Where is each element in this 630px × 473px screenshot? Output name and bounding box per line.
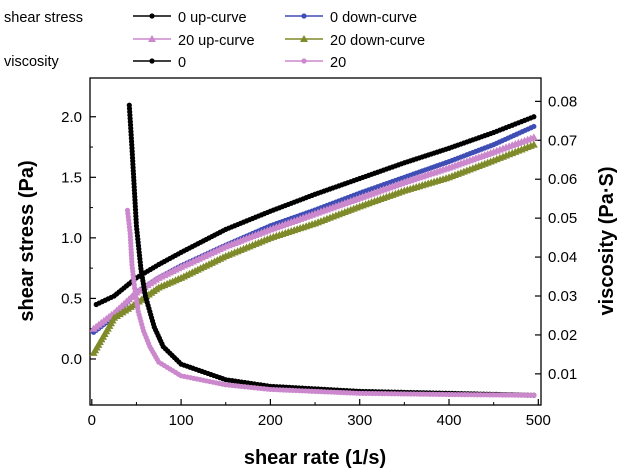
x-axis-title: shear rate (1/s) <box>244 447 386 469</box>
legend-label: 0 <box>178 55 186 71</box>
legend-entry: 20 down-curve <box>285 33 425 49</box>
legend-entry: 0 <box>133 55 186 71</box>
y-right-tick-label: 0.01 <box>548 366 577 383</box>
series-0-down-curve-stress <box>90 123 537 335</box>
y-left-tick-label: 2.0 <box>61 109 82 126</box>
x-tick-label: 400 <box>436 412 461 429</box>
legend-label: 20 <box>330 55 346 71</box>
legend-entry: 0 down-curve <box>285 10 417 26</box>
y-left-tick-label: 0.0 <box>61 351 82 368</box>
x-tick-label: 0 <box>88 412 96 429</box>
legend-group-viscosity: viscosity <box>4 54 60 70</box>
series-layer <box>89 102 538 398</box>
data-point <box>529 133 538 141</box>
series-20-down-curve-stress <box>89 140 538 356</box>
data-point <box>531 392 537 398</box>
y-right-tick-label: 0.08 <box>548 93 577 110</box>
data-point <box>531 114 537 120</box>
y-axis-left-ticks: 0.0 0.5 1.0 1.5 2.0 <box>61 109 96 368</box>
legend-label: 20 up-curve <box>178 33 255 49</box>
data-point <box>531 123 537 130</box>
data-point <box>529 140 538 148</box>
legend-marker <box>301 58 307 64</box>
y-left-tick-label: 1.0 <box>61 230 82 247</box>
legend-marker <box>148 35 156 42</box>
y-left-tick-label: 0.5 <box>61 290 82 307</box>
y-right-tick-label: 0.06 <box>548 171 577 188</box>
legend-marker <box>301 13 307 19</box>
legend-label: 20 down-curve <box>330 33 425 49</box>
y-right-tick-label: 0.04 <box>548 249 577 266</box>
legend-group-shear-stress: shear stress <box>4 10 83 26</box>
x-tick-label: 500 <box>526 412 551 429</box>
series-20-viscosity <box>124 207 537 398</box>
series-line <box>93 144 535 354</box>
x-tick-label: 100 <box>169 412 194 429</box>
y-axis-right-ticks: 0.01 0.02 0.03 0.04 0.05 0.06 0.07 0.08 <box>535 93 577 383</box>
x-axis-ticks: 0 100 200 300 400 500 <box>88 399 551 429</box>
y-axis-right-title: viscosity (Pa·S) <box>596 167 618 316</box>
legend-marker <box>300 35 308 42</box>
x-tick-label: 200 <box>258 412 283 429</box>
legend-entry: 0 up-curve <box>133 10 247 26</box>
series-line <box>93 125 535 333</box>
series-0-up-curve-stress <box>93 114 537 308</box>
y-left-tick-label: 1.5 <box>61 169 82 186</box>
legend: shear stress viscosity 0 up-curve 0 down-… <box>4 10 425 71</box>
y-right-tick-label: 0.02 <box>548 327 577 344</box>
y-right-tick-label: 0.05 <box>548 210 577 227</box>
legend-label: 0 up-curve <box>178 10 247 26</box>
legend-label: 0 down-curve <box>330 10 417 26</box>
legend-marker <box>149 13 155 19</box>
y-right-tick-label: 0.07 <box>548 132 577 149</box>
series-20-up-curve-stress <box>89 133 538 332</box>
legend-entry: 20 up-curve <box>133 33 255 49</box>
y-right-tick-label: 0.03 <box>548 288 577 305</box>
legend-entry: 20 <box>285 55 346 71</box>
x-tick-label: 300 <box>347 412 372 429</box>
legend-items: 0 up-curve 0 down-curve 20 up-curve 20 down… <box>133 10 425 71</box>
legend-marker <box>149 58 155 64</box>
y-axis-left-title: shear stress (Pa) <box>16 160 38 321</box>
series-line <box>93 136 535 330</box>
